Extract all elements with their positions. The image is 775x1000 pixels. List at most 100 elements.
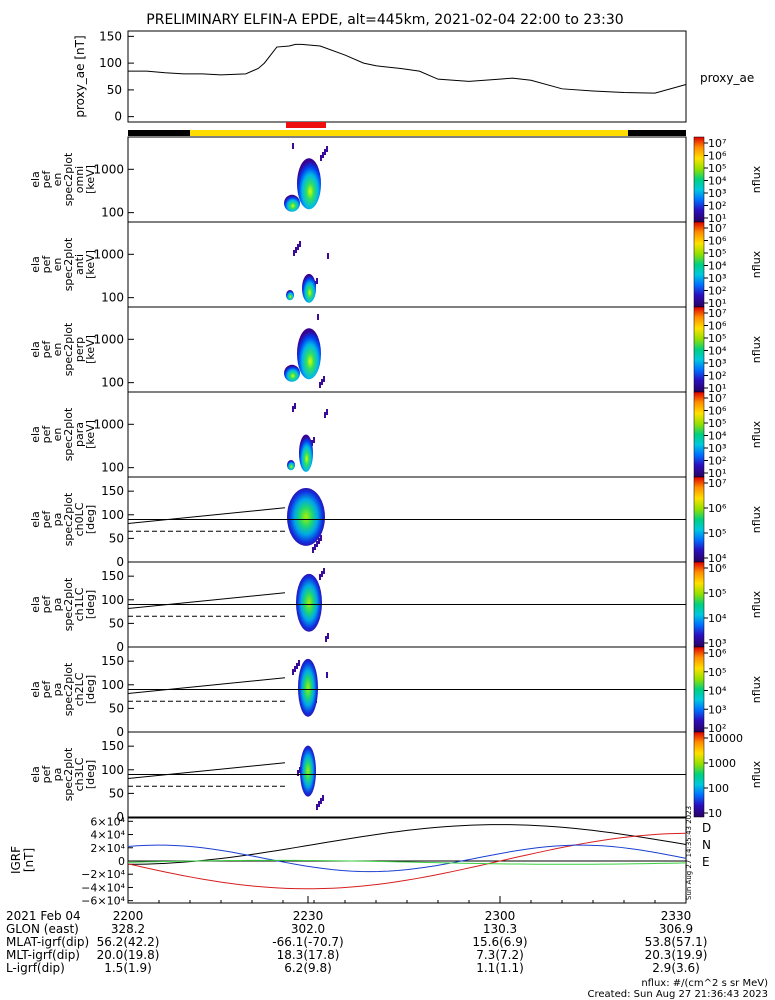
igrf-total-line <box>127 824 687 865</box>
colorbar-label: nflux <box>750 760 763 788</box>
igrf-ytick-label: 6×10⁴ <box>90 815 125 828</box>
panel-ylabel-line: pa <box>51 683 64 697</box>
ae-frame <box>127 30 687 123</box>
x-value-label: 15.6(6.9) <box>472 935 527 949</box>
x-row-label: MLAT-igrf(dip) <box>6 935 89 949</box>
x-value-label: 2200 <box>113 909 144 923</box>
panel-ylabel-line: pef <box>40 170 53 189</box>
colorbar-tick-label: 10⁶ <box>708 150 727 163</box>
panel-ylabel-line: pa <box>51 598 64 612</box>
spectrogram-panel-2: 1000100elapefenspec2plotanti[keV]10⁷10⁶1… <box>29 221 763 310</box>
colorbar-tick-label: 10⁵ <box>708 666 726 679</box>
igrf-ylabel-line: [nT] <box>22 848 36 872</box>
panel-ylabel-line: [deg] <box>84 675 97 704</box>
colorbar-tick-label: 10⁵ <box>708 247 726 260</box>
colorbar-tick-label: 10³ <box>708 703 726 716</box>
ae-ytick-label: 50 <box>107 83 122 97</box>
panel-ytick-label: 100 <box>101 678 124 692</box>
x-value-label: 2300 <box>485 909 516 923</box>
noise-mark <box>316 804 318 810</box>
igrf-legend-n: N <box>702 838 711 852</box>
colorbar-tick-label: 10⁶ <box>708 502 727 515</box>
x-value-label: 2230 <box>293 909 324 923</box>
panel-ylabel-line: spec2plot <box>62 492 75 546</box>
igrf-n-line <box>127 844 687 873</box>
colorbar-label: nflux <box>750 335 763 363</box>
colorbar-tick-label: 10⁷ <box>708 222 726 235</box>
colorbar-label: nflux <box>750 590 763 618</box>
loss-cone-line <box>127 677 286 694</box>
colorbar-tick-label: 10⁷ <box>708 137 726 150</box>
colorbar-tick-label: 10⁵ <box>708 587 726 600</box>
panel-ylabel-line: spec2plot <box>62 237 75 291</box>
x-value-label: 18.3(17.8) <box>277 948 340 962</box>
noise-mark <box>313 437 315 443</box>
panel-ylabel-line: ela <box>29 681 42 698</box>
x-row-label: 2021 Feb 04 <box>6 909 81 923</box>
flux-blob <box>302 273 316 303</box>
x-value-label: 20.3(19.9) <box>645 948 708 962</box>
panel-ylabel-line: pef <box>40 680 53 699</box>
ae-ytick-label: 150 <box>99 29 122 43</box>
colorbar-tick-label: 10⁶ <box>708 647 727 660</box>
panel-frame <box>127 306 687 393</box>
panel-ylabel-line: pef <box>40 340 53 359</box>
igrf-d-line <box>127 832 687 890</box>
panel-ylabel-line: spec2plot <box>62 577 75 631</box>
x-value-label: 1.5(1.9) <box>104 961 152 975</box>
panel-ytick-label: 0 <box>116 640 124 654</box>
noise-mark <box>292 406 294 412</box>
noise-mark <box>319 382 321 388</box>
colorbar-tick-label: 10⁷ <box>708 307 726 320</box>
colorbar-tick-label: 10² <box>708 200 726 213</box>
colorbar-tick-label: 10⁴ <box>708 175 727 188</box>
loss-cone-line <box>127 592 286 609</box>
flux-blob <box>298 658 318 717</box>
spectrogram-panel-3: 1000100elapefenspec2plotperp[keV]10⁷10⁶1… <box>29 306 763 395</box>
noise-mark <box>316 541 318 547</box>
ae-series-label: proxy_ae <box>700 71 754 85</box>
colorbar-tick-label: 10⁴ <box>708 260 727 273</box>
colorbar-tick-label: 10¹ <box>708 212 726 225</box>
colorbar-tick-label: 10⁷ <box>708 392 726 405</box>
noise-mark <box>299 767 301 773</box>
panel-ylabel-line: spec2plot <box>62 747 75 801</box>
igrf-legend-d: D <box>702 821 711 835</box>
flux-blob <box>284 194 300 212</box>
colorbar-tick-label: 10² <box>708 285 726 298</box>
panel-ylabel-line: [keV] <box>84 165 97 194</box>
spectrogram-panel-4: 1000100elapefenspec2plotpara[keV]10⁷10⁶1… <box>29 391 763 480</box>
panel-ytick-label: 150 <box>101 484 124 498</box>
panel-ylabel-line: omni <box>73 166 86 193</box>
flux-blob <box>284 364 300 382</box>
panel-ytick-label: 50 <box>109 701 124 715</box>
x-value-label: 1.1(1.1) <box>476 961 524 975</box>
noise-mark <box>318 538 320 544</box>
noise-mark <box>323 376 325 382</box>
flux-blob <box>297 328 321 380</box>
panel-ytick-label: 1000 <box>93 247 124 261</box>
colorbar <box>693 136 705 223</box>
colorbar <box>693 561 705 648</box>
noise-mark <box>297 770 299 776</box>
x-value-label: 56.2(42.2) <box>97 935 160 949</box>
noise-mark <box>321 571 323 577</box>
igrf-ytick-label: −6×10⁴ <box>81 895 125 908</box>
igrf-ytick-label: 0 <box>118 855 125 868</box>
x-value-label: 302.0 <box>291 922 325 936</box>
figure-title: PRELIMINARY ELFIN-A EPDE, alt=445km, 202… <box>146 12 623 28</box>
panel-ylabel-line: en <box>51 343 64 357</box>
colorbar-tick-label: 10² <box>708 455 726 468</box>
x-row-label: GLON (east) <box>6 922 79 936</box>
colorbar <box>693 476 705 563</box>
ae-ylabel: proxy_ae [nT] <box>73 35 87 117</box>
igrf-ytick-label: −2×10⁴ <box>81 868 125 881</box>
panel-frame <box>127 136 687 223</box>
x-value-label: 306.9 <box>659 922 693 936</box>
panel-ylabel-line: ch1LC <box>73 587 86 621</box>
panel-ylabel-line: pef <box>40 765 53 784</box>
noise-mark <box>293 250 295 256</box>
